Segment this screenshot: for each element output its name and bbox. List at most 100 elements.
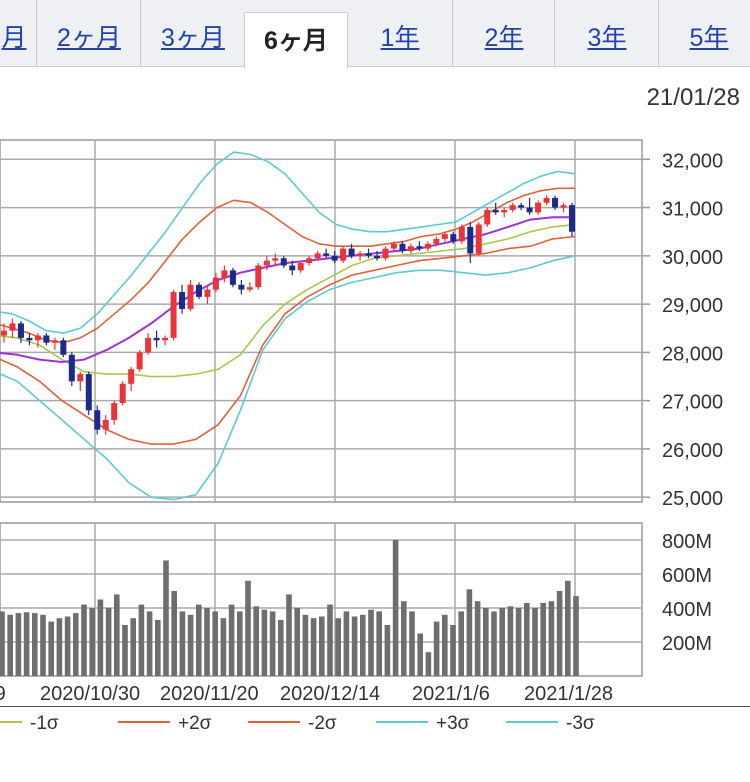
tab-1-year[interactable]: 1年 (380, 24, 420, 52)
band-plus3-sigma (0, 151, 576, 334)
candle-body (145, 337, 152, 353)
volume-bar (269, 611, 276, 676)
moving-average-line (0, 216, 575, 363)
candle-body (467, 226, 474, 254)
candle-body (297, 263, 304, 271)
volume-bar (228, 604, 235, 676)
candle-body (382, 248, 389, 259)
volume-bar (261, 609, 268, 676)
volume-bar (483, 608, 489, 676)
candle-body (340, 248, 347, 261)
candle-body (475, 224, 482, 254)
price-y-tick-label: 29,000 (662, 295, 723, 317)
tab-1-month[interactable]: 月 (1, 24, 27, 52)
tab-3-years[interactable]: 3年 (554, 0, 659, 66)
tab-2-months[interactable]: 2ヶ月 (36, 0, 141, 66)
volume-bar (499, 608, 505, 676)
candle-body (26, 337, 33, 341)
candle-body (77, 374, 84, 382)
candle-body (526, 207, 533, 213)
volume-bar (548, 601, 555, 676)
candle-body (535, 202, 542, 213)
candle-body (501, 209, 508, 213)
candle-body (280, 258, 287, 266)
candle-body (9, 323, 16, 331)
volume-bar (105, 608, 112, 676)
volume-bar (466, 589, 473, 676)
candle-body (390, 243, 397, 249)
candle-body (94, 410, 101, 430)
candle-body (450, 234, 457, 242)
candle-body (51, 340, 58, 343)
volume-bar (343, 611, 350, 676)
tab-2-years[interactable]: 2年 (452, 0, 555, 66)
tab-3-months[interactable]: 3ヶ月 (140, 0, 245, 66)
candle-body (416, 246, 423, 249)
candle-body (569, 205, 575, 232)
candle-body (43, 335, 50, 343)
volume-bar (196, 604, 202, 676)
candle-body (246, 287, 253, 290)
candle-body (399, 243, 406, 252)
candle-body (289, 265, 296, 271)
price-y-tick-label: 27,000 (662, 392, 723, 414)
price-y-tick-label: 32,000 (662, 150, 723, 172)
volume-bar (491, 611, 497, 676)
candle-body (212, 277, 219, 290)
price-plot-area (0, 139, 643, 503)
price-y-tick-label: 25,000 (662, 488, 723, 510)
volume-bar (565, 580, 571, 676)
volume-bar (212, 611, 218, 676)
volume-bar (114, 594, 120, 676)
volume-bar (392, 540, 399, 676)
volume-bar (89, 608, 95, 676)
volume-bar (442, 614, 448, 676)
candle-body (365, 253, 372, 256)
x-axis-tick-label: 2020/12/14 (280, 683, 380, 705)
volume-bar (458, 611, 464, 676)
volume-bar (97, 599, 104, 676)
band-minus3-sigma (0, 255, 576, 501)
candle-body (441, 234, 448, 239)
volume-bar (425, 652, 432, 676)
volume-bar (310, 618, 317, 676)
volume-bar (155, 619, 161, 676)
volume-bar (450, 625, 456, 676)
volume-bar (81, 604, 87, 676)
tab-6-months[interactable]: 6ヶ月 (244, 12, 348, 68)
legend-label: -1σ (30, 713, 59, 734)
candle-body (85, 374, 92, 411)
price-y-tick-label: 30,000 (662, 247, 723, 269)
candle-body (433, 238, 440, 244)
candle-body (195, 284, 202, 297)
candle-body (424, 243, 431, 249)
candle-body (128, 369, 135, 384)
candle-body (221, 270, 228, 278)
volume-bar (23, 612, 30, 676)
candle-body (111, 403, 118, 420)
candle-body (263, 260, 270, 266)
legend-label: -2σ (308, 713, 337, 734)
tab-5-years[interactable]: 5年 (658, 0, 750, 66)
candle-body (34, 335, 41, 341)
candle-body (187, 284, 194, 309)
x-axis-tick-label: 2021/1/28 (524, 683, 613, 705)
volume-bar (368, 609, 374, 676)
candle-body (492, 209, 499, 213)
price-y-tick-label: 28,000 (662, 343, 723, 365)
volume-y-tick-label: 600M (662, 565, 712, 587)
volume-bar (0, 611, 5, 676)
volume-bar (573, 596, 579, 676)
volume-bar (327, 604, 333, 676)
candle-body (560, 205, 567, 208)
volume-bar (32, 613, 38, 676)
chart-date-label: 21/01/28 (646, 84, 740, 111)
volume-bar (163, 560, 169, 676)
band-minus1-sigma (0, 223, 576, 378)
x-axis-tick-label: 2021/1/6 (412, 683, 490, 705)
candle-body (518, 205, 525, 208)
candle-body (204, 289, 211, 297)
candle-body (374, 255, 381, 259)
x-axis-tick-label: 2020/10/30 (40, 683, 140, 705)
volume-bar (138, 604, 145, 676)
